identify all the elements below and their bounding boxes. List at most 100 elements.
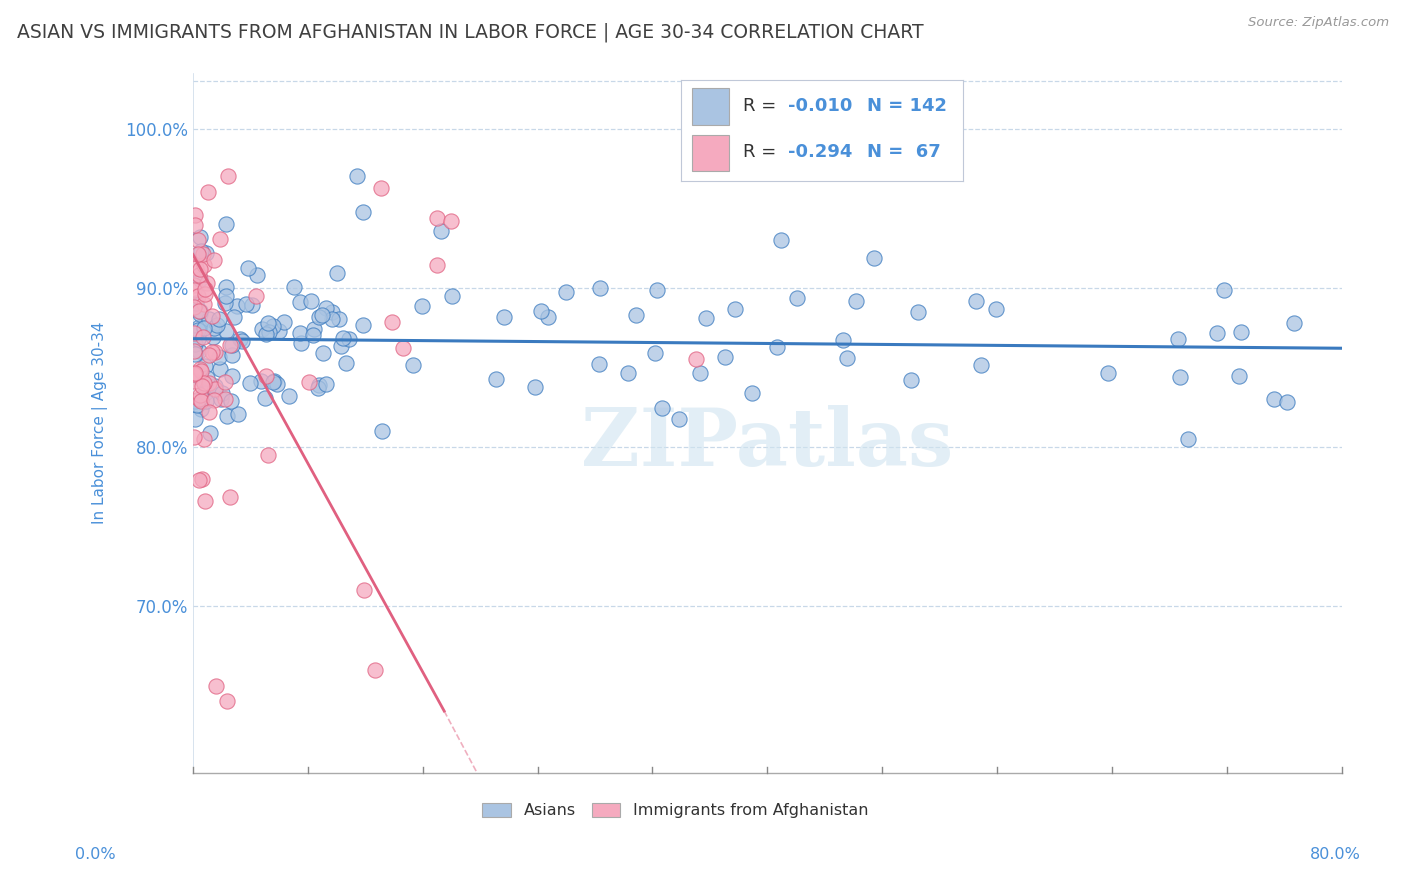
Point — [221, 338, 243, 352]
Point — [193, 258, 215, 272]
Point — [254, 326, 277, 341]
Point — [214, 217, 236, 231]
Point — [257, 317, 280, 331]
Point — [183, 367, 205, 381]
Point — [204, 382, 226, 396]
Point — [337, 332, 360, 346]
Point — [523, 379, 546, 393]
Point — [188, 388, 211, 402]
Point — [193, 296, 215, 310]
Point — [184, 411, 207, 425]
Point — [187, 233, 209, 247]
Point — [617, 367, 640, 381]
Point — [371, 424, 394, 438]
Point — [188, 230, 211, 244]
Point — [647, 283, 669, 297]
Point — [554, 285, 576, 299]
Point — [183, 301, 205, 315]
Point — [832, 333, 855, 347]
Point — [198, 312, 221, 326]
Point — [191, 330, 214, 344]
Point — [188, 361, 211, 376]
Point — [217, 169, 239, 184]
Point — [184, 366, 207, 380]
Point — [224, 310, 246, 324]
Point — [249, 374, 271, 388]
Point — [283, 279, 305, 293]
Point — [184, 261, 207, 276]
Point — [352, 318, 374, 332]
Point — [328, 311, 350, 326]
Point — [1168, 369, 1191, 384]
Point — [231, 334, 253, 349]
Point — [183, 297, 205, 311]
Point — [262, 376, 284, 390]
Text: ZIPatlas: ZIPatlas — [581, 405, 953, 483]
Point — [187, 344, 209, 359]
Point — [326, 265, 349, 279]
Point — [769, 233, 792, 247]
Point — [217, 694, 239, 708]
Point — [370, 181, 392, 195]
Point — [198, 405, 221, 419]
Point — [302, 327, 325, 342]
Point — [267, 324, 290, 338]
Point — [183, 326, 205, 340]
Point — [537, 310, 560, 325]
Point — [187, 304, 209, 318]
Point — [187, 473, 209, 487]
Point — [183, 374, 205, 388]
Point — [353, 583, 375, 598]
Point — [835, 351, 858, 365]
Point — [183, 277, 205, 292]
Point — [184, 218, 207, 232]
Y-axis label: In Labor Force | Age 30-34: In Labor Force | Age 30-34 — [93, 322, 108, 524]
Point — [219, 394, 242, 409]
Point — [308, 378, 330, 392]
Point — [214, 296, 236, 310]
Point — [211, 386, 233, 401]
Point — [352, 205, 374, 219]
Point — [900, 373, 922, 387]
Point — [226, 407, 249, 421]
Point — [624, 308, 647, 322]
Point — [187, 332, 209, 346]
Point — [1167, 332, 1189, 346]
Point — [186, 323, 208, 337]
Point — [195, 277, 218, 291]
Point — [195, 245, 218, 260]
Point — [381, 315, 404, 329]
Point — [186, 295, 208, 310]
Point — [197, 348, 219, 362]
Point — [392, 341, 415, 355]
Point — [188, 261, 211, 276]
Point — [194, 385, 217, 400]
Point — [214, 376, 236, 390]
Point — [257, 448, 280, 462]
Point — [254, 391, 277, 405]
Point — [329, 338, 352, 352]
Point — [299, 293, 322, 308]
Point — [426, 259, 449, 273]
Point — [1097, 366, 1119, 380]
Point — [273, 315, 295, 329]
Point — [246, 268, 269, 282]
Point — [426, 211, 449, 226]
Point — [907, 304, 929, 318]
Point — [307, 381, 329, 395]
Point — [184, 207, 207, 221]
Point — [198, 376, 221, 390]
Point — [194, 286, 217, 301]
Point — [315, 377, 337, 392]
Point — [209, 392, 232, 406]
Point — [321, 305, 343, 319]
Text: 80.0%: 80.0% — [1310, 847, 1361, 862]
Point — [589, 281, 612, 295]
Point — [187, 247, 209, 261]
Point — [204, 345, 226, 359]
Point — [714, 350, 737, 364]
Point — [1227, 369, 1250, 384]
Point — [236, 260, 259, 275]
Point — [970, 358, 993, 372]
Point — [308, 310, 330, 325]
